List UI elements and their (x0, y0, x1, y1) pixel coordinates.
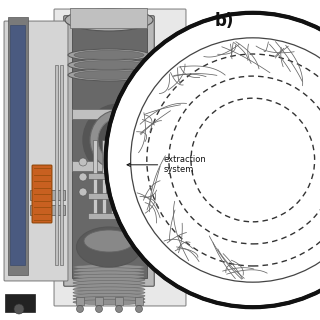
Circle shape (95, 306, 102, 313)
Ellipse shape (73, 281, 145, 285)
Ellipse shape (73, 290, 145, 295)
Circle shape (14, 304, 24, 314)
Circle shape (139, 173, 147, 181)
Circle shape (139, 158, 147, 166)
Bar (88, 213, 138, 219)
Bar (78, 17, 145, 275)
FancyBboxPatch shape (54, 9, 186, 306)
Bar (95, 297, 103, 305)
Bar (88, 193, 138, 199)
Bar (60, 65, 62, 265)
Circle shape (79, 173, 87, 181)
Ellipse shape (68, 69, 150, 81)
Bar (111, 140, 115, 215)
Bar (10, 25, 25, 265)
Bar (154, 65, 156, 265)
Bar (135, 297, 143, 305)
Bar (72, 109, 157, 119)
Bar (129, 140, 133, 215)
Ellipse shape (73, 287, 145, 292)
Bar (70, 8, 147, 28)
Bar (115, 297, 123, 305)
Ellipse shape (74, 51, 144, 60)
Bar (88, 173, 138, 179)
Ellipse shape (73, 271, 145, 276)
Ellipse shape (76, 227, 141, 267)
Ellipse shape (73, 293, 145, 298)
Ellipse shape (73, 274, 145, 279)
Bar (30, 190, 65, 200)
Ellipse shape (73, 284, 145, 289)
FancyBboxPatch shape (32, 165, 52, 223)
Bar (76, 297, 84, 305)
Bar (120, 140, 124, 215)
Bar (54, 65, 58, 265)
Ellipse shape (73, 265, 145, 269)
Ellipse shape (68, 49, 150, 61)
FancyBboxPatch shape (4, 21, 68, 281)
Circle shape (76, 306, 84, 313)
Bar (159, 65, 163, 265)
Circle shape (79, 188, 87, 196)
Circle shape (139, 188, 147, 196)
Ellipse shape (65, 9, 153, 31)
Ellipse shape (84, 230, 134, 252)
Bar (93, 140, 97, 215)
Ellipse shape (90, 110, 148, 170)
Bar (30, 205, 65, 215)
Ellipse shape (73, 268, 145, 273)
Ellipse shape (74, 60, 144, 69)
Bar (102, 140, 106, 215)
Ellipse shape (83, 104, 155, 176)
Circle shape (106, 13, 320, 307)
Text: b): b) (215, 12, 234, 30)
Ellipse shape (74, 70, 144, 79)
Ellipse shape (68, 59, 150, 71)
FancyBboxPatch shape (64, 16, 154, 286)
Circle shape (135, 306, 142, 313)
Ellipse shape (98, 118, 140, 162)
Ellipse shape (73, 277, 145, 282)
Bar (5, 294, 35, 312)
Circle shape (116, 306, 123, 313)
Ellipse shape (73, 297, 145, 301)
Ellipse shape (73, 300, 145, 305)
Text: extraction
system: extraction system (127, 155, 206, 174)
Bar (72, 16, 147, 278)
Circle shape (79, 158, 87, 166)
Bar (8, 17, 28, 275)
Bar (72, 161, 157, 171)
